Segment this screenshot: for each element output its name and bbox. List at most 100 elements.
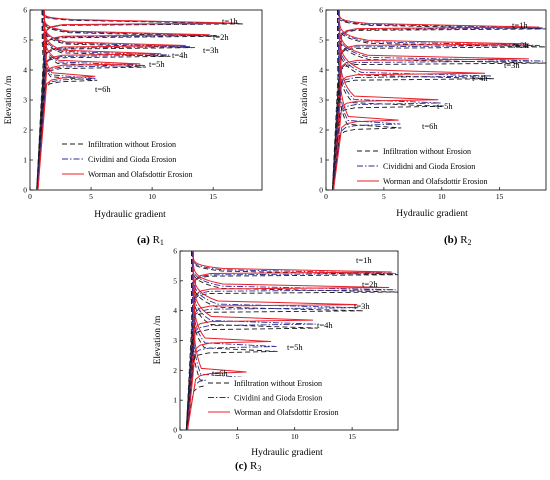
y-tick-label: 6 [173, 247, 177, 256]
series-line-cividini [332, 10, 540, 191]
series-line-worman [37, 10, 96, 191]
curve-label-t1h: t=1h [356, 255, 372, 265]
caption-subscript: 1 [160, 238, 164, 247]
caption-prefix: (b) [444, 234, 458, 246]
caption-prefix: (c) [235, 460, 248, 472]
legend-backdrop [206, 377, 376, 389]
x-axis-label: Hydraulic gradient [396, 209, 468, 219]
series-line-cividini [332, 10, 441, 191]
y-tick-label: 6 [319, 6, 323, 15]
y-tick-label: 3 [23, 96, 27, 105]
legend-backdrop [355, 145, 525, 157]
legend-backdrop [355, 160, 525, 172]
y-tick-label: 1 [173, 396, 177, 405]
x-tick-label: 0 [28, 192, 32, 201]
y-tick-label: 5 [173, 276, 177, 285]
x-tick-label: 0 [324, 192, 328, 201]
curve-label-t6h: t=6h [422, 121, 438, 131]
x-axis-label: Hydraulic gradient [94, 210, 166, 220]
legend-label-cividini: Cividini and Gioda Erosion [234, 394, 322, 403]
legend-backdrop [60, 168, 230, 180]
y-tick-label: 5 [23, 36, 27, 45]
curve-label-t4h: t=4h [317, 320, 333, 330]
caption-subscript: 2 [468, 238, 472, 247]
legend-backdrop [60, 138, 230, 150]
legend-backdrop [355, 175, 525, 187]
legend-backdrop [60, 153, 230, 165]
curve-label-t2h: t=2h [513, 40, 529, 50]
y-tick-label: 4 [23, 66, 27, 75]
y-tick-label: 0 [23, 186, 27, 195]
legend-label-cividini: Cividini and Gioda Erosion [88, 155, 176, 164]
caption-prefix: (a) [137, 234, 150, 246]
series-line-cividini [332, 10, 401, 191]
series-line-cividini [186, 251, 277, 431]
legend-label-infiltration: Infiltration without Erosion [234, 379, 322, 388]
curve-label-t3h: t=3h [203, 45, 219, 55]
panel-caption: (b) R2 [444, 234, 472, 247]
y-tick-label: 1 [319, 156, 323, 165]
y-tick-label: 0 [319, 186, 323, 195]
x-tick-label: 10 [148, 192, 156, 201]
y-axis-label: Elevation /m [153, 315, 163, 364]
y-tick-label: 1 [23, 156, 27, 165]
curve-label-t1h: t=1h [222, 16, 238, 26]
y-axis-label: Elevation /m [300, 75, 310, 124]
legend-label-worman: Worman and Olafsdottir Erosion [234, 408, 338, 417]
x-tick-label: 5 [382, 192, 386, 201]
curve-label-t5h: t=5h [287, 342, 303, 352]
y-tick-label: 3 [173, 336, 177, 345]
chart-panel: 0 5 10 15 0 1 2 3 4 5 6 Hydraulic gradient Elevation… [153, 247, 399, 473]
series-line-infiltration [331, 10, 402, 191]
y-tick-label: 2 [173, 366, 177, 375]
curve-label-t2h: t=2h [362, 279, 378, 289]
y-tick-label: 6 [23, 6, 27, 15]
series-line-cividini [332, 10, 544, 191]
x-tick-label: 15 [496, 192, 504, 201]
legend-backdrop [206, 391, 376, 404]
legend-label-cividini: Civididni and Gioda Erosion [383, 162, 475, 171]
curve-label-t5h: t=5h [149, 59, 165, 69]
legend-label-infiltration: Infiltration without Erosion [88, 140, 176, 149]
series-line-cividini [186, 251, 396, 431]
caption-name: R [150, 234, 161, 246]
caption-name: R [457, 234, 468, 246]
curve-label-t6h: t=6h [212, 368, 228, 378]
legend-backdrop [206, 406, 376, 418]
series-line-infiltration [185, 251, 318, 431]
y-tick-label: 5 [319, 36, 323, 45]
curve-label-t5h: t=5h [437, 101, 453, 111]
x-tick-label: 10 [291, 432, 299, 441]
curve-label-t2h: t=2h [213, 32, 229, 42]
series-line-worman [333, 10, 399, 191]
panel-caption: (a) R1 [137, 234, 164, 247]
chart-panel: 0 5 10 15 0 1 2 3 4 5 6 Hydraulic gradient Elevation… [300, 6, 547, 247]
caption-name: R [247, 460, 258, 472]
y-tick-label: 4 [173, 306, 177, 315]
series-line-infiltration [331, 10, 547, 191]
y-axis-label: Elevation /m [4, 75, 14, 124]
curve-label-t4h: t=4h [172, 50, 188, 60]
series-line-infiltration [185, 251, 399, 431]
y-tick-label: 0 [173, 426, 177, 435]
x-tick-label: 10 [438, 192, 446, 201]
curve-label-t4h: t=4h [472, 73, 488, 83]
x-tick-label: 5 [235, 432, 239, 441]
curve-label-t3h: t=3h [504, 60, 520, 70]
chart-panel: 0 5 10 15 0 1 2 3 4 5 6 Hydraulic gradient Elevation… [4, 6, 263, 247]
series-line-worman [187, 251, 247, 431]
legend-label-worman: Worman and Olafsdottir Erosion [88, 170, 192, 179]
curve-label-t3h: t=3h [354, 301, 370, 311]
panel-caption: (c) R3 [235, 460, 261, 473]
legend-label-worman: Worman and Olafsdottir Erosion [383, 177, 487, 186]
curve-label-t1h: t=1h [512, 20, 528, 30]
x-tick-label: 0 [178, 432, 182, 441]
x-axis-label: Hydraulic gradient [251, 448, 323, 458]
x-tick-label: 15 [209, 192, 217, 201]
x-tick-label: 15 [348, 432, 356, 441]
series-line-cividini [36, 10, 96, 191]
y-tick-label: 2 [23, 126, 27, 135]
caption-subscript: 3 [257, 464, 261, 473]
series-line-infiltration [36, 10, 98, 191]
